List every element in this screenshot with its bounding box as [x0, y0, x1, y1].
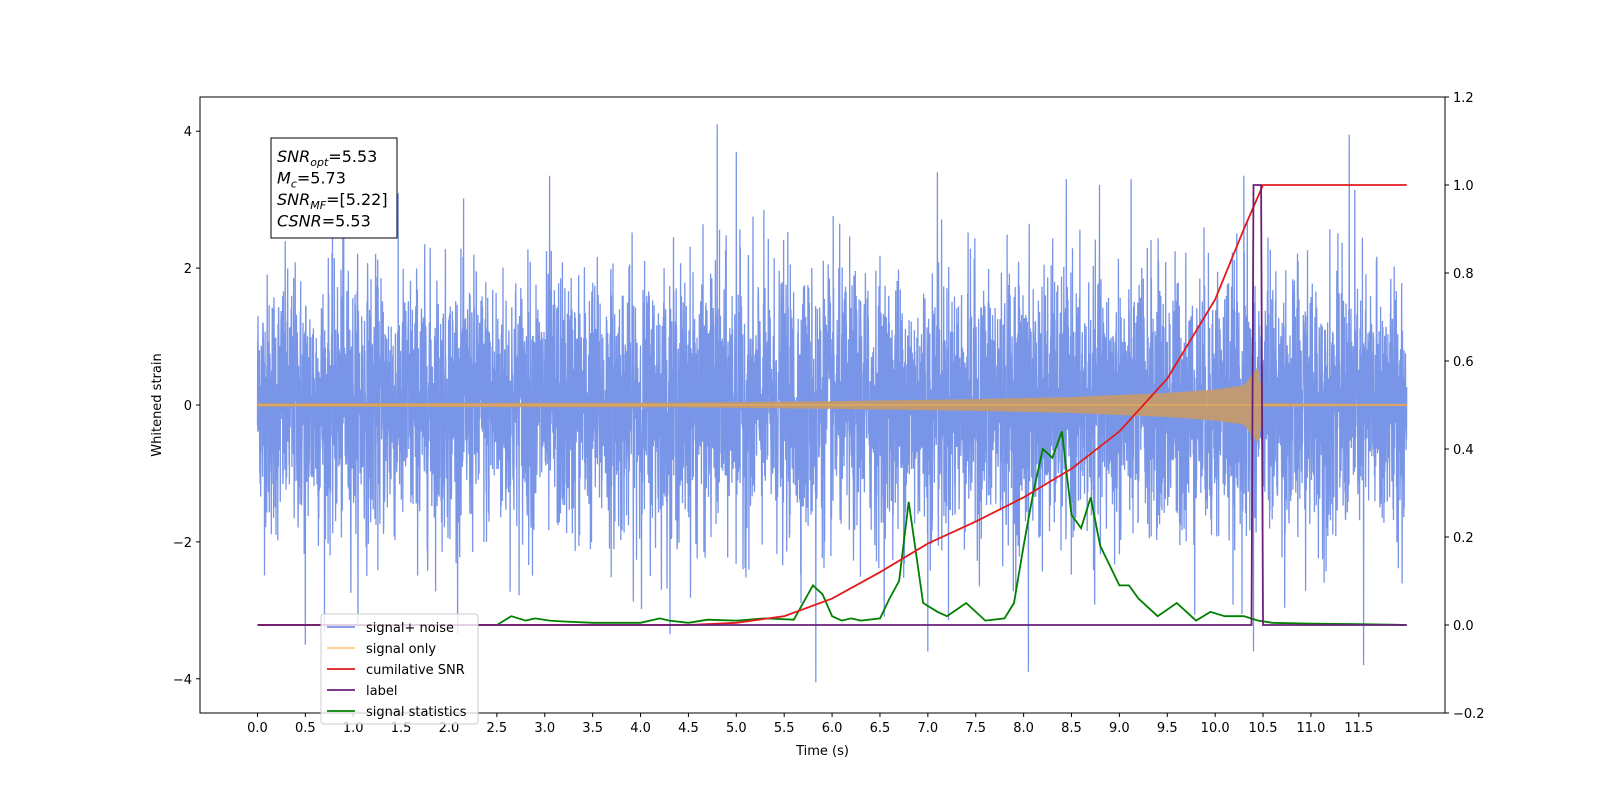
annotation-value: =[5.22] [326, 190, 388, 209]
x-tick-label: 4.5 [678, 721, 699, 736]
annotation-subscript: opt [310, 156, 329, 169]
x-axis-label: Time (s) [795, 744, 849, 759]
y2-tick-label: 1.2 [1453, 91, 1474, 106]
y-tick-label: −2 [173, 536, 192, 551]
x-tick-label: 3.0 [534, 721, 555, 736]
legend-entry: cumilative SNR [366, 663, 465, 678]
x-tick-label: 8.5 [1061, 721, 1082, 736]
signal-statistics-line [257, 431, 1407, 626]
y-tick-label: 2 [184, 262, 192, 277]
y2-tick-label: −0.2 [1453, 707, 1485, 722]
x-tick-label: 9.5 [1157, 721, 1178, 736]
legend: signal+ noise signal only cumilative SNR la… [320, 613, 479, 725]
signal-noise-line [256, 124, 1408, 683]
x-tick-label: 0.5 [295, 721, 316, 736]
annotation-line: Mc=5.73 [277, 169, 346, 191]
x-tick-label: 5.5 [774, 721, 795, 736]
y-tick-label: 4 [184, 125, 192, 140]
x-tick-label: 9.0 [1109, 721, 1130, 736]
x-tick-label: 6.5 [870, 721, 891, 736]
y2-tick-label: 0.8 [1453, 267, 1474, 282]
x-tick-label: 7.5 [965, 721, 986, 736]
cumulative-snr-line [257, 184, 1407, 626]
annotation-symbol: SNR [277, 190, 310, 209]
x-tick-label: 11.0 [1296, 721, 1325, 736]
annotation-line: CSNR=5.53 [277, 212, 371, 231]
legend-entry: label [366, 684, 397, 699]
label-line [257, 184, 1407, 626]
x-tick-label: 6.0 [822, 721, 843, 736]
x-tick-label: 1.0 [343, 721, 364, 736]
legend-entry: signal only [366, 642, 436, 657]
annotation-subscript: MF [310, 199, 326, 212]
annotation-symbol: CSNR [277, 212, 322, 231]
annotation-line: SNRopt=5.53 [277, 147, 377, 169]
legend-frame [320, 613, 479, 725]
axes-layer: 0.0 0.5 1.0 1.5 2.0 2.5 3.0 3.5 4.0 4.5 5.0 5.5 6.0 6… [173, 91, 1485, 736]
legend-entry: signal+ noise [366, 621, 454, 636]
y-tick-label: 0 [184, 399, 192, 414]
x-tick-label: 2.5 [487, 721, 508, 736]
annotation-value: =5.73 [297, 169, 346, 188]
y2-tick-label: 0.6 [1453, 355, 1474, 370]
x-tick-label: 5.0 [726, 721, 747, 736]
x-tick-label: 2.0 [439, 721, 460, 736]
y-axis-label: Whitened strain [150, 353, 165, 456]
annotation-symbol: SNR [277, 147, 310, 166]
y2-tick-label: 0.0 [1453, 619, 1474, 634]
y2-tick-label: 1.0 [1453, 179, 1474, 194]
annotation-value: =5.53 [322, 212, 371, 231]
x-tick-label: 1.5 [391, 721, 412, 736]
series-layer [256, 124, 1408, 683]
legend-entry: signal statistics [366, 705, 467, 720]
x-tick-label: 3.5 [582, 721, 603, 736]
x-tick-label: 10.0 [1201, 721, 1230, 736]
x-tick-label: 0.0 [247, 721, 268, 736]
annotation-symbol: M [277, 169, 291, 188]
annotation-value: =5.53 [328, 147, 377, 166]
y2-tick-label: 0.2 [1453, 531, 1474, 546]
annotation-frame [270, 137, 398, 239]
x-tick-label: 10.5 [1249, 721, 1278, 736]
x-tick-label: 8.0 [1013, 721, 1034, 736]
x-tick-label: 4.0 [630, 721, 651, 736]
x-tick-label: 11.5 [1344, 721, 1373, 736]
y-tick-label: −4 [173, 673, 192, 688]
annotation-subscript: c [291, 178, 297, 191]
annotation-line: SNRMF=[5.22] [277, 190, 388, 212]
x-tick-label: 7.0 [918, 721, 939, 736]
y2-tick-label: 0.4 [1453, 443, 1474, 458]
